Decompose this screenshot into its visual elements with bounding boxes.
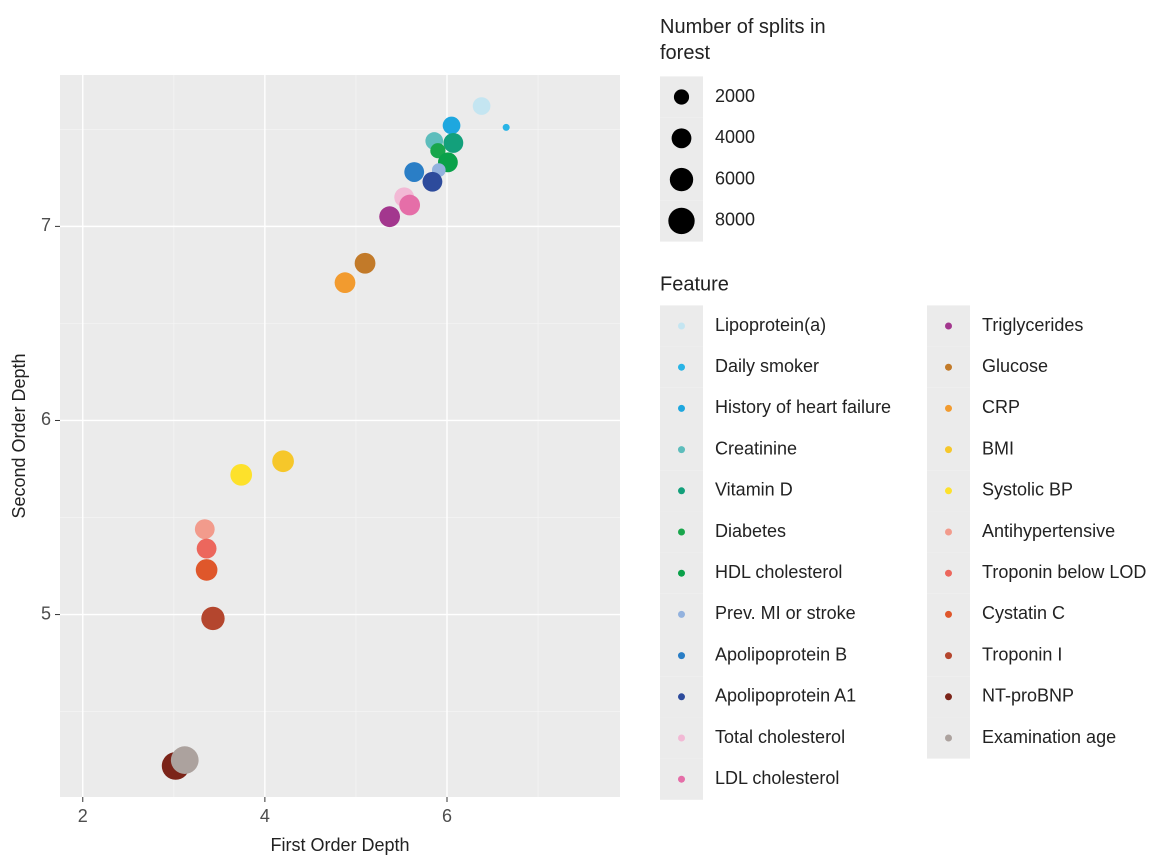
legend-label: Prev. MI or stroke bbox=[715, 603, 856, 623]
legend-key bbox=[678, 775, 685, 783]
size-legend-key bbox=[673, 89, 690, 105]
point bbox=[443, 133, 464, 153]
legend-key bbox=[678, 693, 685, 701]
size-legend-title: Number of splits in forest bbox=[660, 16, 826, 64]
point bbox=[430, 143, 446, 159]
legend-key bbox=[678, 404, 685, 412]
legend-key bbox=[678, 363, 685, 371]
size-legend-label: 2000 bbox=[715, 86, 755, 106]
point bbox=[196, 538, 217, 559]
legend-label: Glucose bbox=[982, 356, 1048, 376]
legend-label: Apolipoprotein B bbox=[715, 644, 847, 664]
size-legend-label: 4000 bbox=[715, 127, 755, 147]
point bbox=[195, 559, 218, 581]
legend-label: BMI bbox=[982, 438, 1014, 458]
x-tick-label: 2 bbox=[78, 806, 88, 826]
point bbox=[502, 123, 510, 131]
legend-label: Cystatin C bbox=[982, 603, 1065, 623]
legend-label: Creatinine bbox=[715, 438, 797, 458]
point bbox=[170, 746, 199, 774]
legend-key bbox=[945, 569, 952, 577]
y-tick-label: 7 bbox=[41, 215, 51, 235]
legend-key bbox=[678, 610, 685, 618]
y-axis-label: Second Order Depth bbox=[9, 353, 29, 518]
legend-key bbox=[678, 487, 685, 495]
color-legend-title: Feature bbox=[660, 273, 729, 295]
legend-label: Troponin I bbox=[982, 644, 1062, 664]
legend-label: Daily smoker bbox=[715, 356, 819, 376]
grid bbox=[60, 75, 620, 797]
legend-label: Troponin below LOD bbox=[982, 562, 1146, 582]
legend-label: LDL cholesterol bbox=[715, 768, 839, 788]
legend-label: Diabetes bbox=[715, 521, 786, 541]
legend-key bbox=[678, 652, 685, 660]
point bbox=[272, 450, 294, 473]
point bbox=[201, 606, 225, 631]
legend-key bbox=[945, 610, 952, 618]
legend-key bbox=[945, 404, 952, 412]
legend-label: Apolipoprotein A1 bbox=[715, 686, 856, 706]
legend-key bbox=[678, 569, 685, 577]
legend-key bbox=[945, 734, 952, 742]
legend-key bbox=[945, 487, 952, 495]
size-legend-key bbox=[671, 128, 692, 149]
points bbox=[161, 97, 510, 780]
point bbox=[404, 162, 425, 182]
legend-label: HDL cholesterol bbox=[715, 562, 842, 582]
legend-key bbox=[945, 446, 952, 454]
legend-label: Examination age bbox=[982, 727, 1116, 747]
x-axis-label: First Order Depth bbox=[270, 835, 409, 855]
size-legend-label: 6000 bbox=[715, 168, 755, 188]
point bbox=[399, 194, 421, 216]
legend-key bbox=[678, 322, 685, 330]
y-tick-label: 5 bbox=[41, 603, 51, 623]
point bbox=[472, 97, 491, 115]
size-legend-key bbox=[669, 167, 694, 192]
x-tick-label: 4 bbox=[260, 806, 270, 826]
legend-key bbox=[945, 322, 952, 330]
legend-label: Vitamin D bbox=[715, 480, 793, 500]
legend-key bbox=[945, 363, 952, 371]
point bbox=[230, 463, 253, 486]
legend-label: Antihypertensive bbox=[982, 521, 1115, 541]
legend-key bbox=[678, 734, 685, 742]
legend-label: NT-proBNP bbox=[982, 686, 1074, 706]
point bbox=[442, 116, 461, 135]
legend-label: CRP bbox=[982, 397, 1020, 417]
point bbox=[379, 206, 401, 228]
legend-key bbox=[678, 528, 685, 536]
legend-label: Triglycerides bbox=[982, 315, 1083, 335]
legend-label: Total cholesterol bbox=[715, 727, 845, 747]
legend-key bbox=[678, 446, 685, 454]
size-legend-label: 8000 bbox=[715, 210, 755, 230]
y-tick-label: 6 bbox=[41, 409, 51, 429]
point bbox=[422, 171, 443, 192]
size-legend-key bbox=[668, 207, 695, 235]
legend-key bbox=[945, 652, 952, 660]
panel bbox=[60, 75, 620, 797]
point bbox=[334, 272, 356, 294]
legend-label: Lipoprotein(a) bbox=[715, 315, 826, 335]
x-tick-label: 6 bbox=[442, 806, 452, 826]
legend-label: Systolic BP bbox=[982, 480, 1073, 500]
legend-label: History of heart failure bbox=[715, 397, 891, 417]
point bbox=[354, 252, 376, 274]
legend-key bbox=[945, 528, 952, 536]
point bbox=[194, 519, 215, 540]
legend-key bbox=[945, 693, 952, 701]
